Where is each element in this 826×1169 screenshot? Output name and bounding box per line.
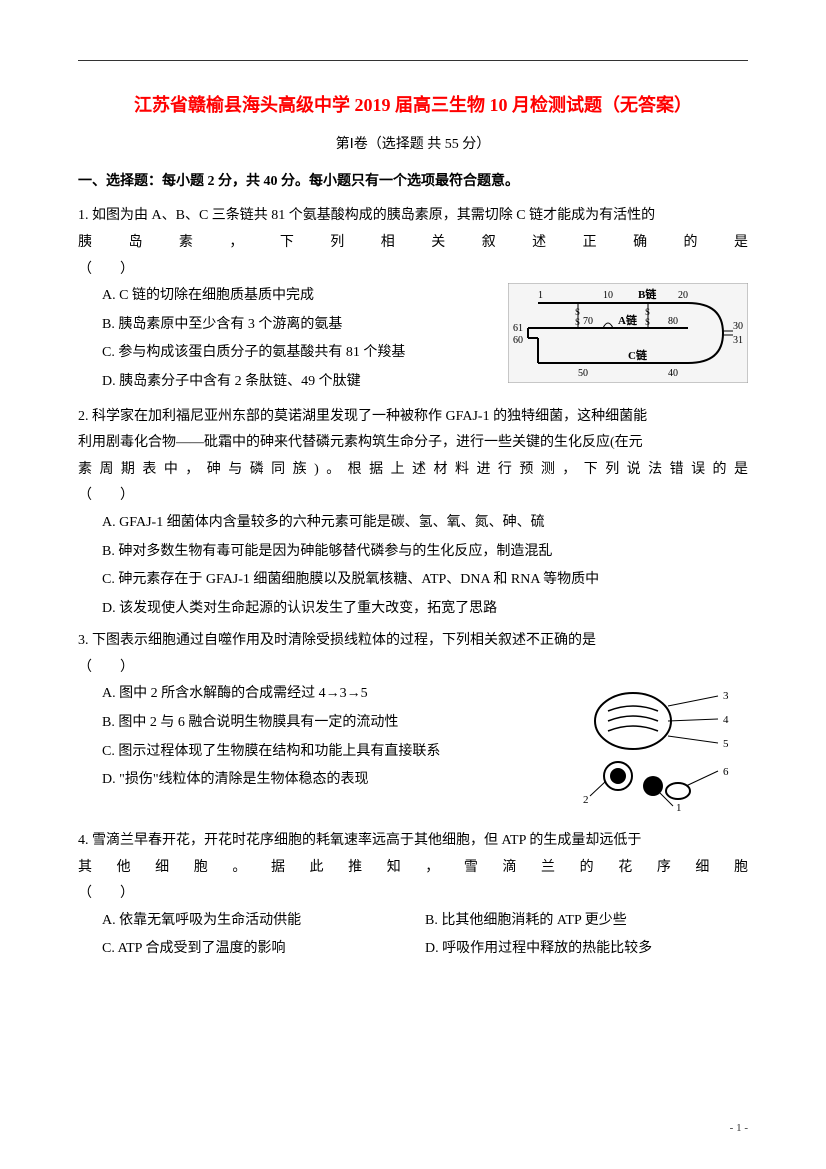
svg-text:40: 40	[668, 368, 678, 379]
q4-option-b: B. 比其他细胞消耗的 ATP 更少些	[425, 908, 748, 935]
svg-text:60: 60	[513, 335, 523, 346]
q2-stem-line1: 2. 科学家在加利福尼亚州东部的莫诺湖里发现了一种被称作 GFAJ-1 的独特细…	[78, 404, 748, 431]
svg-text:S: S	[645, 307, 650, 317]
q1-stem-line2: 胰岛素，下列相关叙述正确的是	[78, 230, 748, 257]
page-title: 江苏省赣榆县海头高级中学 2019 届高三生物 10 月检测试题（无答案）	[78, 88, 748, 122]
top-divider	[78, 60, 748, 61]
svg-text:1: 1	[676, 802, 682, 811]
question-3: 3. 下图表示细胞通过自噬作用及时清除受损线粒体的过程，下列相关叙述不正确的是 …	[78, 628, 748, 822]
subtitle: 第Ⅰ卷（选择题 共 55 分）	[78, 132, 748, 159]
svg-text:80: 80	[668, 316, 678, 327]
q4-stem-line1: 4. 雪滴兰早春开花，开花时花序细胞的耗氧速率远高于其他细胞，但 ATP 的生成…	[78, 828, 748, 855]
svg-text:50: 50	[578, 368, 588, 379]
question-2: 2. 科学家在加利福尼亚州东部的莫诺湖里发现了一种被称作 GFAJ-1 的独特细…	[78, 404, 748, 623]
q4-stem-line2: 其他细胞。据此推知，雪滴兰的花序细胞	[78, 855, 748, 882]
q2-option-d: D. 该发现使人类对生命起源的认识发生了重大改变，拓宽了思路	[102, 596, 748, 623]
svg-text:10: 10	[603, 290, 613, 301]
q3-paren: （ ）	[78, 655, 748, 682]
svg-text:A链: A链	[618, 313, 638, 327]
q4-option-a: A. 依靠无氧呼吸为生命活动供能	[102, 908, 425, 935]
svg-text:20: 20	[678, 290, 688, 301]
question-4: 4. 雪滴兰早春开花，开花时花序细胞的耗氧速率远高于其他细胞，但 ATP 的生成…	[78, 828, 748, 965]
section-header: 一、选择题：每小题 2 分，共 40 分。每小题只有一个选项最符合题意。	[78, 169, 748, 196]
question-1: 1. 如图为由 A、B、C 三条链共 81 个氨基酸构成的胰岛素原，其需切除 C…	[78, 203, 748, 397]
q4-paren: （ ）	[78, 881, 748, 908]
q3-stem-line1: 3. 下图表示细胞通过自噬作用及时清除受损线粒体的过程，下列相关叙述不正确的是	[78, 628, 748, 655]
q2-option-c: C. 砷元素存在于 GFAJ-1 细菌细胞膜以及脱氧核糖、ATP、DNA 和 R…	[102, 567, 748, 594]
svg-text:4: 4	[723, 714, 729, 726]
q2-stem-line2: 利用剧毒化合物——砒霜中的砷来代替磷元素构筑生命分子，进行一些关键的生化反应(在…	[78, 430, 748, 457]
svg-text:C链: C链	[628, 348, 648, 362]
q4-option-d: D. 呼吸作用过程中释放的热能比较多	[425, 936, 748, 963]
q2-option-a: A. GFAJ-1 细菌体内含量较多的六种元素可能是碳、氢、氧、氮、砷、硫	[102, 510, 748, 537]
svg-text:61: 61	[513, 323, 523, 334]
svg-text:6: 6	[723, 766, 729, 778]
svg-text:70: 70	[583, 316, 593, 327]
svg-text:5: 5	[723, 738, 729, 750]
page-number: - 1 -	[730, 1118, 748, 1139]
insulin-diagram: 1 10 B链 20 S S S S 70 A链 80 61 60 30 31 …	[508, 283, 748, 394]
q1-paren: （ ）	[78, 257, 748, 284]
q2-stem-line3: 素周期表中，砷与磷同族)。根据上述材料进行预测，下列说法错误的是	[78, 457, 748, 484]
q2-paren: （ ）	[78, 483, 748, 510]
svg-text:3: 3	[723, 690, 729, 702]
svg-text:S: S	[575, 307, 580, 317]
svg-text:B链: B链	[638, 287, 657, 301]
svg-text:S: S	[575, 317, 580, 327]
svg-text:30: 30	[733, 321, 743, 332]
svg-text:31: 31	[733, 335, 743, 346]
q2-option-b: B. 砷对多数生物有毒可能是因为砷能够替代磷参与的生化反应，制造混乱	[102, 539, 748, 566]
svg-text:S: S	[645, 317, 650, 327]
q4-option-c: C. ATP 合成受到了温度的影响	[102, 936, 425, 963]
svg-text:2: 2	[583, 794, 589, 806]
cell-diagram: 3 4 5 6 2 1	[578, 681, 748, 822]
svg-text:1: 1	[538, 290, 543, 301]
q1-stem-line1: 1. 如图为由 A、B、C 三条链共 81 个氨基酸构成的胰岛素原，其需切除 C…	[78, 203, 748, 230]
